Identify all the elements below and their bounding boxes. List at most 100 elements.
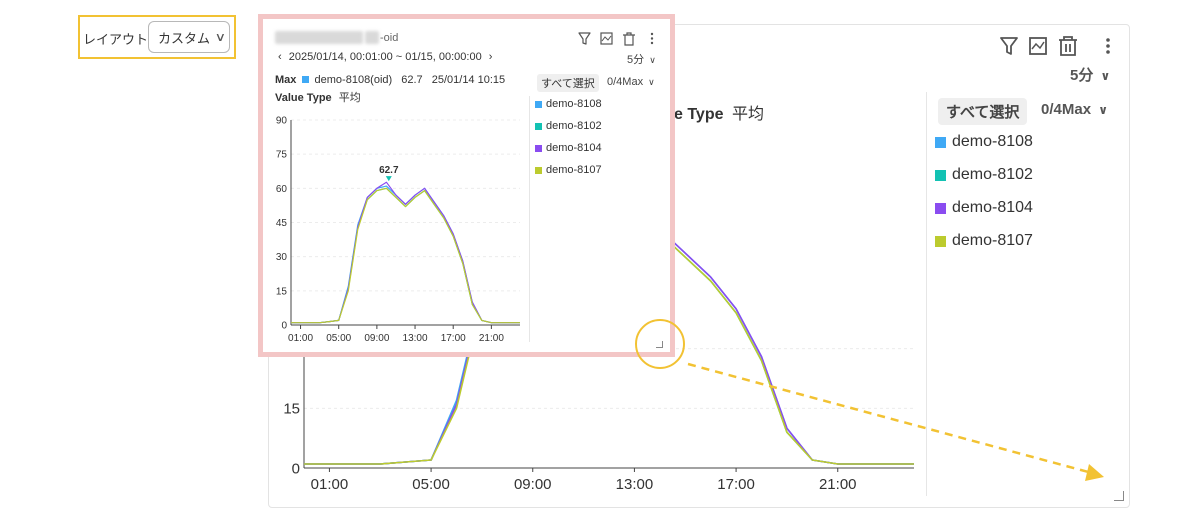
big-select-all-button[interactable]: すべて選択 xyxy=(938,98,1028,125)
legend-label: demo-8107 xyxy=(546,164,602,176)
y-tick-label: 45 xyxy=(276,218,288,229)
series-line xyxy=(291,187,520,324)
x-tick-label: 05:00 xyxy=(326,333,351,344)
big-value-type-value: 平均 xyxy=(731,106,764,123)
series-group xyxy=(291,181,520,324)
x-tick-label: 13:00 xyxy=(616,476,654,493)
chevron-down-icon: ∨ xyxy=(214,30,227,44)
chevron-right-icon[interactable]: › xyxy=(488,51,493,63)
small-select-all-button[interactable]: すべて選択 xyxy=(537,74,599,92)
small-max-selector-value: 0/4Max xyxy=(607,76,644,88)
legend-swatch xyxy=(935,136,946,148)
y-tick-label: 15 xyxy=(283,401,300,418)
big-interval-select[interactable]: 5分 ∨ xyxy=(1070,64,1110,85)
big-legend-item[interactable]: demo-8107 xyxy=(935,232,1033,250)
more-icon[interactable] xyxy=(1106,38,1110,54)
legend-swatch xyxy=(935,202,946,214)
peak-label: 62.7 xyxy=(379,165,399,176)
small-legend-item[interactable]: demo-8107 xyxy=(535,164,602,176)
small-value-type: Value Type 平均 xyxy=(275,89,361,105)
big-legend-item[interactable]: demo-8108 xyxy=(935,133,1033,151)
small-interval-value: 5分 xyxy=(627,54,645,66)
legend-swatch xyxy=(535,144,542,152)
x-tick-label: 13:00 xyxy=(403,333,428,344)
small-interval-select[interactable]: 5分 ∨ xyxy=(627,51,656,67)
x-tick-label: 17:00 xyxy=(441,333,466,344)
legend-swatch xyxy=(535,122,542,130)
x-tick-label: 05:00 xyxy=(412,476,450,493)
chevron-down-icon: ∨ xyxy=(649,55,656,65)
x-tick-label: 21:00 xyxy=(479,333,504,344)
y-tick-label: 30 xyxy=(276,252,288,263)
chart-icon[interactable] xyxy=(600,32,613,45)
peak-marker xyxy=(385,176,392,182)
series-line xyxy=(291,187,520,324)
chevron-down-icon: ∨ xyxy=(1098,103,1108,117)
legend-label: demo-8107 xyxy=(952,232,1033,249)
legend-swatch xyxy=(535,166,542,174)
big-value-type-title: e Type 平均 xyxy=(674,100,764,124)
y-tick-label: 75 xyxy=(276,150,288,161)
legend-label: demo-8108 xyxy=(952,133,1033,150)
legend-label: demo-8102 xyxy=(952,166,1033,183)
chevron-down-icon: ∨ xyxy=(648,77,655,87)
legend-label: demo-8104 xyxy=(952,199,1033,216)
small-max-label: Max xyxy=(275,74,297,86)
legend-swatch xyxy=(935,169,946,181)
small-value-type-label: Value Type xyxy=(275,92,332,104)
layout-label: レイアウト xyxy=(83,32,149,47)
legend-label: demo-8102 xyxy=(546,120,602,132)
small-max-series: demo-8108(oid) xyxy=(314,74,393,86)
small-time-range-text: 2025/01/14, 00:01:00 ~ 01/15, 00:00:00 xyxy=(288,51,482,63)
y-tick-label: 0 xyxy=(281,321,287,332)
big-max-selector[interactable]: 0/4Max ∨ xyxy=(1041,101,1108,118)
filter-icon[interactable] xyxy=(1000,37,1018,55)
small-max-value: 62.7 xyxy=(401,74,423,86)
small-widget-name-blurred xyxy=(365,31,379,44)
big-max-selector-value: 0/4Max xyxy=(1041,101,1092,118)
legend-label: demo-8104 xyxy=(546,142,602,154)
small-widget-title-suffix: -oid xyxy=(380,32,399,44)
x-tick-label: 09:00 xyxy=(364,333,389,344)
small-widget-name-blurred xyxy=(275,31,363,44)
legend-label: demo-8108 xyxy=(546,98,602,110)
resize-handle-icon[interactable] xyxy=(1114,491,1124,501)
layout-dropdown-value: カスタム xyxy=(158,30,211,46)
chevron-down-icon: ∨ xyxy=(1100,69,1111,83)
small-max-info: Max demo-8108(oid) 62.7 25/01/14 10:15 xyxy=(275,74,505,86)
small-legend-item[interactable]: demo-8108 xyxy=(535,98,602,110)
chevron-left-icon[interactable]: ‹ xyxy=(278,51,282,63)
filter-icon[interactable] xyxy=(578,32,591,45)
series-line xyxy=(291,181,520,324)
y-tick-label: 60 xyxy=(276,184,288,195)
big-interval-value: 5分 xyxy=(1070,67,1094,84)
big-legend-divider xyxy=(926,92,927,496)
small-legend-item[interactable]: demo-8102 xyxy=(535,120,602,132)
big-legend-item[interactable]: demo-8102 xyxy=(935,166,1033,184)
layout-dropdown[interactable]: カスタム ∨ xyxy=(148,21,230,53)
big-toolbar xyxy=(1000,36,1110,56)
legend-swatch xyxy=(302,76,310,83)
small-legend-divider xyxy=(529,96,530,342)
y-tick-label: 15 xyxy=(276,286,288,297)
layout-highlight-box xyxy=(78,15,236,59)
small-max-selector[interactable]: 0/4Max ∨ xyxy=(607,76,655,88)
resize-highlight-circle xyxy=(635,319,685,369)
big-value-type-label: e Type xyxy=(674,106,724,123)
small-max-time: 25/01/14 10:15 xyxy=(431,74,506,86)
small-toolbar xyxy=(578,32,654,46)
small-time-range[interactable]: ‹ 2025/01/14, 00:01:00 ~ 01/15, 00:00:00… xyxy=(278,51,492,63)
trash-icon[interactable] xyxy=(1059,36,1077,56)
small-chart-widget[interactable] xyxy=(258,14,675,357)
chart-icon[interactable] xyxy=(1029,37,1047,55)
x-tick-label: 01:00 xyxy=(311,476,349,493)
small-legend-item[interactable]: demo-8104 xyxy=(535,142,602,154)
trash-icon[interactable] xyxy=(623,32,635,46)
big-legend-item[interactable]: demo-8104 xyxy=(935,199,1033,217)
y-tick-label: 0 xyxy=(292,460,300,477)
y-tick-label: 90 xyxy=(276,116,288,127)
legend-swatch xyxy=(935,235,946,247)
x-tick-label: 09:00 xyxy=(514,476,552,493)
more-icon[interactable] xyxy=(650,32,654,45)
